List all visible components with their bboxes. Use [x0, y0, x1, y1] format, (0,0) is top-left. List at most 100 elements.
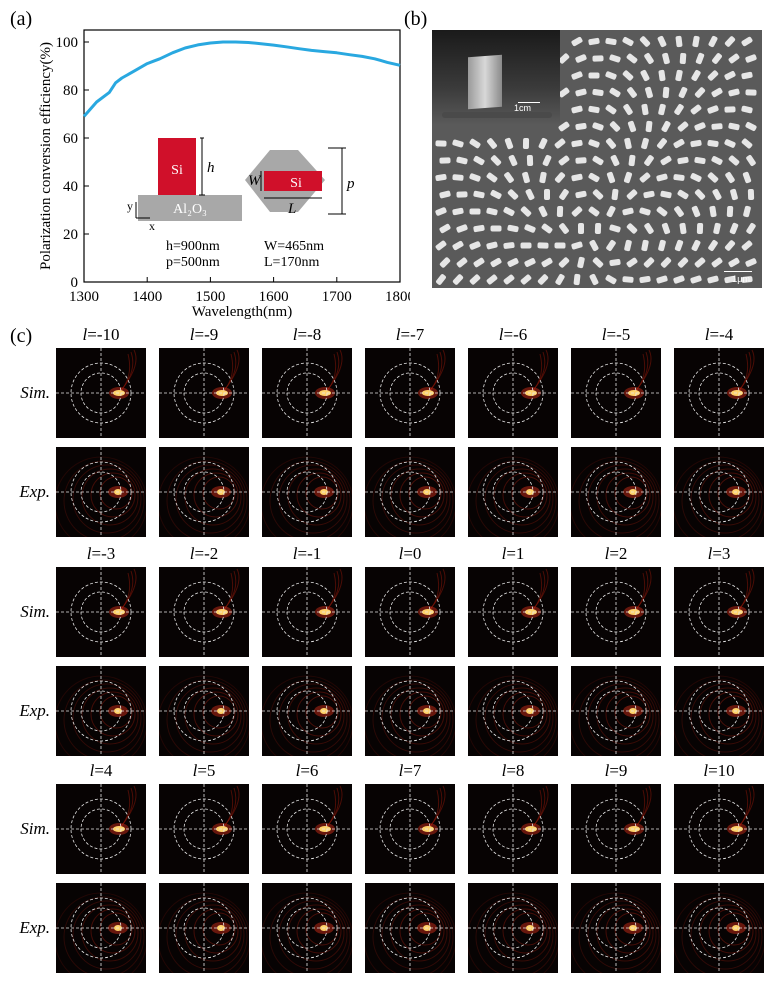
nanopillar: [538, 205, 548, 218]
spiral-arm: [117, 568, 137, 614]
nanopillar: [711, 87, 723, 98]
sim-intensity-image: [365, 784, 455, 874]
nanopillar: [575, 54, 587, 63]
x-ticks: 1300 1400 1500 1600 1700 1800: [69, 277, 410, 305]
nanopillar: [675, 69, 683, 82]
sample-chip: [468, 54, 502, 110]
nanopillar: [657, 138, 667, 149]
nanopillar: [487, 138, 497, 149]
fringe-ring: [193, 691, 239, 737]
mode-index-label: l=-1: [262, 544, 352, 564]
nanopillar: [525, 188, 535, 201]
fringe-ring: [166, 679, 248, 756]
nanopillar: [592, 189, 604, 200]
nanopillar: [645, 120, 653, 133]
nanopillar: [439, 257, 451, 268]
mode-value: =4: [94, 761, 113, 780]
nanopillar: [469, 208, 481, 215]
nanopillar: [541, 257, 553, 268]
y-tick-label: 20: [63, 227, 78, 243]
p-symbol: p: [346, 176, 355, 192]
fringe-ring: [202, 476, 236, 510]
fringe-ring: [381, 900, 451, 970]
nanopillar: [504, 137, 514, 150]
fringe-ring: [90, 908, 136, 954]
mode-index-label: l=-4: [674, 325, 764, 345]
nanopillar: [571, 71, 583, 80]
fringe-ring: [502, 908, 548, 954]
nanopillar: [578, 223, 584, 234]
nanopillar: [639, 275, 651, 284]
nanopillar: [677, 257, 689, 268]
nanopillar: [711, 123, 723, 130]
sim-intensity-image: [56, 784, 146, 874]
nanopillar: [592, 257, 604, 268]
spiral-arm: [220, 349, 240, 395]
si-label-side: Si: [171, 163, 183, 178]
mode-value: =5: [197, 761, 216, 780]
axis-y-label: y: [127, 199, 133, 213]
spiral-arm: [117, 349, 137, 395]
l-symbol: l: [601, 325, 607, 344]
nanopillar: [724, 106, 736, 113]
nanopillar: [435, 173, 447, 182]
nanopillar: [644, 223, 654, 234]
nanopillar: [626, 53, 638, 64]
fringe-ring: [708, 908, 754, 954]
mode-index-label: l=6: [262, 761, 352, 781]
nanopillar: [503, 274, 515, 285]
nanopillar: [486, 207, 498, 216]
x-tick-label: 1500: [195, 289, 225, 305]
nanopillar: [628, 154, 636, 167]
nanopillar: [708, 35, 718, 48]
nanopillar: [606, 205, 616, 218]
nanopillar: [641, 137, 649, 150]
fringe-ring: [475, 679, 557, 756]
nanopillar: [469, 241, 481, 250]
nanopillar: [575, 157, 587, 164]
nanopillar: [558, 121, 570, 132]
mode-value: =-4: [709, 325, 734, 344]
fringe-ring: [175, 900, 245, 970]
sim-row-label: Sim.: [20, 602, 50, 621]
fringe-ring: [72, 464, 142, 534]
nanopillar: [645, 86, 653, 99]
l-symbol: l: [189, 544, 195, 563]
l-symbol: l: [398, 761, 404, 780]
nanopillar: [592, 55, 604, 62]
mode-value: =-2: [194, 544, 219, 563]
nanopillar: [660, 155, 672, 166]
sim-intensity-image: [365, 348, 455, 438]
si-label-top: Si: [290, 176, 302, 191]
nanopillar: [609, 87, 621, 98]
x-tick-label: 1400: [132, 289, 162, 305]
fringe-ring: [614, 476, 648, 510]
mode-value: =10: [708, 761, 735, 780]
nanopillar: [690, 173, 702, 182]
sim-intensity-image: [159, 784, 249, 874]
fringe-ring: [484, 683, 554, 753]
nanopillar: [486, 274, 498, 285]
nanopillar: [473, 224, 485, 233]
nanopillar: [573, 273, 581, 286]
nanopillar: [644, 53, 654, 64]
fringe-ring: [193, 472, 239, 518]
sim-intensity-image: [159, 567, 249, 657]
nanopillar: [707, 105, 719, 114]
exp-intensity-image: [159, 447, 249, 537]
nanopillar: [456, 191, 468, 198]
exp-row-label: Exp.: [19, 701, 50, 720]
nanopillar: [592, 89, 604, 96]
nanopillar: [544, 189, 550, 200]
photo-scale-bar: [518, 102, 540, 103]
param-h: h=900nm: [166, 239, 220, 254]
nanopillar: [724, 240, 736, 251]
nanopillar: [745, 89, 757, 96]
fringe-ring: [587, 683, 657, 753]
nanopillar: [490, 225, 502, 232]
nanopillar: [558, 87, 570, 98]
mode-value: =-10: [87, 325, 120, 344]
y-tick-label: 100: [56, 35, 79, 51]
nanopillar: [661, 222, 671, 235]
sim-intensity-image: [674, 348, 764, 438]
